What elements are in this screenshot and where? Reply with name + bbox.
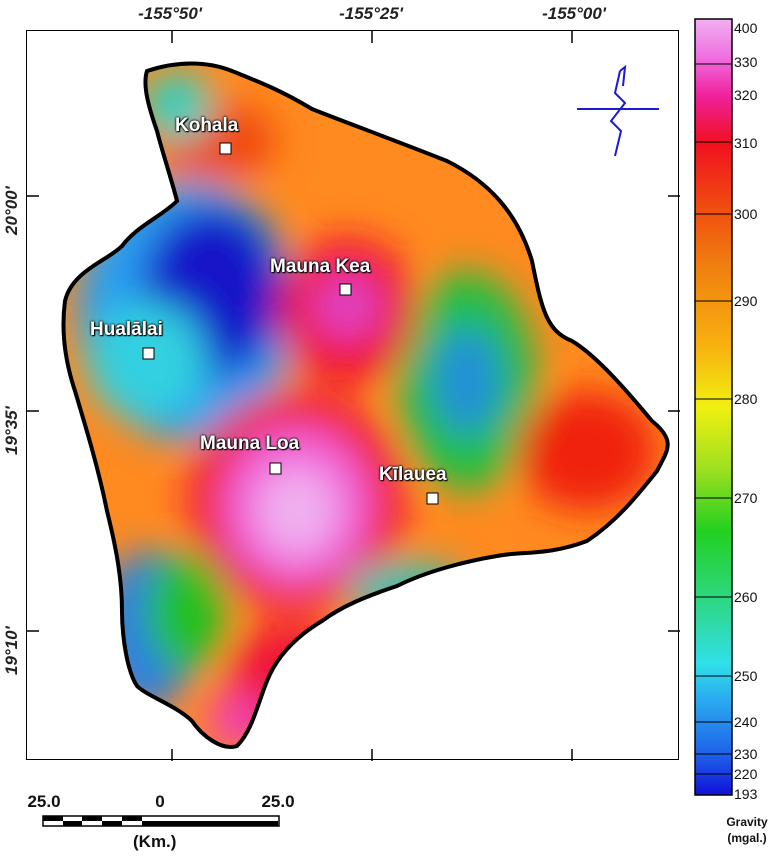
colorbar bbox=[694, 18, 733, 796]
colorbar-tick-260: 260 bbox=[734, 589, 758, 605]
scale-right-value: 25.0 bbox=[261, 792, 295, 811]
place-label-mauna-loa: Mauna Loa bbox=[200, 433, 300, 454]
gravity-map-svg bbox=[27, 31, 680, 761]
colorbar-title-line2: (mgal.) bbox=[727, 831, 767, 845]
colorbar-tick-310: 310 bbox=[734, 135, 758, 151]
colorbar-tick-280: 280 bbox=[734, 391, 758, 407]
colorbar-tick-230: 230 bbox=[734, 746, 758, 762]
colorbar-tick-240: 240 bbox=[734, 714, 758, 730]
scale-bar bbox=[42, 815, 280, 827]
scale-unit: (Km.) bbox=[133, 832, 177, 851]
colorbar-title-line1: Gravity bbox=[726, 815, 768, 829]
scale-left-value: 25.0 bbox=[27, 792, 61, 811]
place-label-kilauea: Kīlauea bbox=[379, 464, 447, 485]
map-ticks bbox=[27, 31, 680, 761]
colorbar-tick-300: 300 bbox=[734, 206, 758, 222]
island-coastline bbox=[61, 61, 670, 749]
lat-label-2: 19°35' bbox=[2, 406, 21, 455]
place-label-hualalai: Hualālai bbox=[90, 319, 163, 340]
north-arrow-icon bbox=[577, 64, 659, 157]
lon-label-3: -155°00' bbox=[542, 4, 606, 23]
lon-label-2: -155°25' bbox=[339, 4, 403, 23]
place-label-mauna-kea: Mauna Kea bbox=[270, 256, 371, 277]
place-label-kohala: Kohala bbox=[175, 115, 239, 136]
colorbar-tick-270: 270 bbox=[734, 490, 758, 506]
colorbar-tick-193: 193 bbox=[734, 786, 758, 802]
colorbar-tick-220: 220 bbox=[734, 766, 758, 782]
lat-label-3: 19°10' bbox=[2, 626, 21, 675]
place-markers bbox=[142, 142, 439, 505]
colorbar-tick-250: 250 bbox=[734, 668, 758, 684]
colorbar-tick-330: 330 bbox=[734, 54, 758, 70]
colorbar-tick-290: 290 bbox=[734, 293, 758, 309]
lon-label-1: -155°50' bbox=[138, 4, 202, 23]
lat-label-1: 20°00' bbox=[2, 186, 21, 235]
colorbar-tick-320: 320 bbox=[734, 87, 758, 103]
colorbar-tick-400: 400 bbox=[734, 20, 758, 36]
scale-center-value: 0 bbox=[155, 792, 165, 811]
colorbar-title: Gravity (mgal.) bbox=[712, 814, 782, 846]
gravity-map-frame: Kohala Mauna Kea Hualālai Mauna Loa Kīla… bbox=[26, 30, 680, 761]
